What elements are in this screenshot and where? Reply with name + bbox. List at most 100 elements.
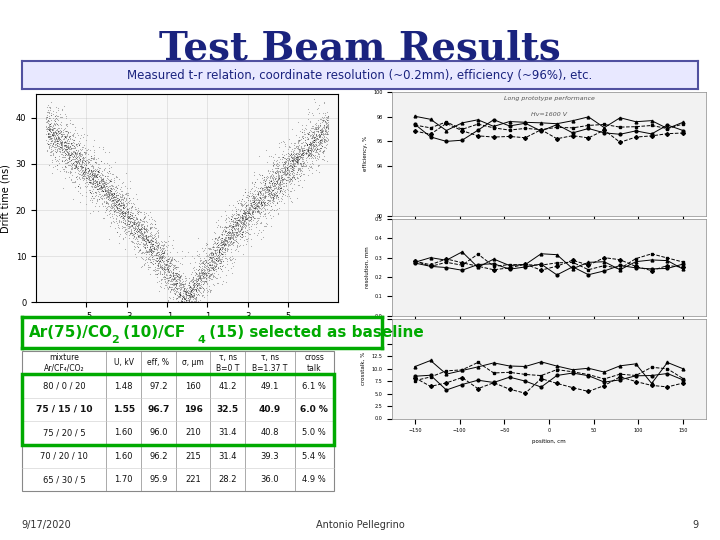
Point [99, 190, 111, 198]
Point [51, 119, 63, 128]
Point [261, 186, 272, 194]
Point [292, 149, 303, 158]
Point [241, 215, 253, 224]
Point [167, 285, 179, 294]
Point [248, 197, 260, 205]
Text: 196: 196 [184, 405, 202, 414]
Point [153, 259, 164, 267]
Point [252, 198, 264, 206]
Point [193, 264, 204, 273]
Point [81, 174, 92, 183]
Point [103, 188, 114, 197]
Point [163, 274, 174, 283]
Point [310, 140, 321, 149]
Point [88, 164, 99, 172]
Point [260, 201, 271, 210]
Point [219, 235, 230, 244]
Text: 31.4: 31.4 [218, 452, 237, 461]
Point [240, 221, 251, 230]
Point [253, 198, 264, 206]
Point [266, 185, 277, 194]
Text: Measured t-r relation, coordinate resolution (~0.2mm), efficiency (~96%), etc.: Measured t-r relation, coordinate resolu… [127, 69, 593, 82]
Point [191, 277, 202, 286]
Point [87, 178, 99, 186]
Point [192, 266, 204, 275]
Point [240, 234, 252, 243]
Point [240, 201, 251, 210]
Point [187, 291, 199, 300]
Point [181, 298, 193, 307]
Point [66, 161, 78, 170]
Point [112, 205, 123, 214]
Point [240, 192, 251, 201]
Point [297, 132, 309, 141]
Point [117, 191, 128, 199]
Point [162, 254, 174, 263]
Point [132, 237, 143, 246]
Point [304, 131, 315, 140]
Point [114, 199, 125, 208]
Point [194, 291, 205, 299]
Point [55, 133, 67, 141]
Point [239, 212, 251, 221]
Point [317, 116, 328, 124]
Point [210, 248, 222, 257]
Point [179, 279, 191, 288]
Point [81, 156, 93, 164]
Point [158, 248, 169, 257]
Point [56, 143, 68, 152]
Point [253, 198, 265, 206]
Point [129, 228, 140, 237]
Point [260, 208, 271, 217]
Point [189, 281, 200, 290]
Point [229, 203, 240, 212]
Point [235, 224, 247, 233]
Point [159, 246, 171, 254]
Point [96, 176, 108, 185]
Point [259, 192, 271, 200]
Point [190, 273, 202, 282]
Point [127, 222, 138, 231]
Point [107, 191, 118, 199]
Point [255, 202, 266, 211]
Point [284, 150, 295, 158]
Point [222, 260, 233, 268]
Point [197, 276, 208, 285]
Point [233, 220, 244, 229]
Point [310, 130, 321, 139]
Point [60, 149, 72, 158]
Point [42, 116, 53, 124]
Point [323, 136, 334, 144]
Point [282, 185, 294, 194]
Point [259, 179, 271, 187]
Point [84, 165, 95, 174]
Point [285, 156, 297, 164]
Point [243, 211, 254, 220]
Point [107, 202, 118, 211]
Point [204, 274, 216, 283]
Point [57, 145, 68, 154]
Point [148, 265, 159, 274]
Point [77, 154, 89, 163]
Point [256, 185, 268, 193]
Point [66, 150, 77, 158]
Point [159, 268, 171, 277]
Point [113, 193, 125, 202]
Point [188, 279, 199, 287]
Point [293, 151, 305, 160]
Point [53, 137, 64, 146]
Point [210, 245, 222, 254]
Point [50, 134, 61, 143]
Point [45, 130, 56, 138]
Point [212, 251, 224, 260]
Point [64, 134, 76, 143]
Point [170, 256, 181, 265]
Point [222, 237, 233, 246]
Point [91, 184, 103, 193]
Point [199, 277, 210, 286]
Point [73, 149, 84, 158]
Point [278, 159, 289, 168]
Point [132, 224, 143, 233]
Point [287, 154, 299, 163]
Point [230, 206, 242, 215]
